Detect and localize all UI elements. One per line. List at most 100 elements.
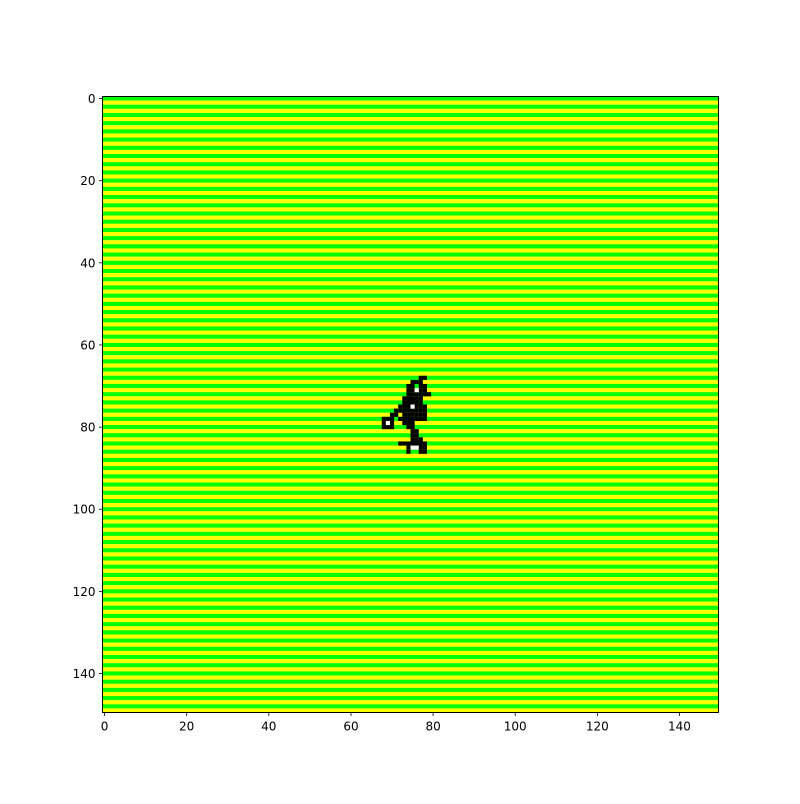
stripe-row bbox=[102, 289, 719, 294]
hole-cell bbox=[410, 445, 415, 450]
black-cell bbox=[402, 441, 407, 446]
stripe-row bbox=[102, 129, 719, 134]
x-tick-label: 140 bbox=[668, 720, 691, 734]
stripe-row bbox=[102, 523, 719, 528]
stripe-row bbox=[102, 581, 719, 586]
stripe-row bbox=[102, 572, 719, 578]
stripe-row bbox=[102, 318, 719, 323]
black-cell bbox=[406, 400, 411, 405]
black-cell bbox=[406, 441, 411, 446]
stripe-row bbox=[102, 248, 719, 253]
stripe-row bbox=[102, 227, 719, 233]
black-cell bbox=[414, 412, 419, 417]
black-cell bbox=[410, 379, 415, 385]
stripe-row bbox=[102, 564, 719, 569]
black-cell bbox=[381, 420, 386, 426]
stripe-row bbox=[102, 190, 719, 196]
stripe-row bbox=[102, 552, 719, 557]
stripe-row bbox=[102, 186, 719, 192]
hole-cell bbox=[385, 420, 391, 426]
black-cell bbox=[410, 429, 415, 434]
plot-frame bbox=[102, 96, 719, 713]
stripe-row bbox=[102, 461, 719, 467]
black-cell bbox=[410, 416, 415, 421]
black-cell bbox=[406, 445, 411, 450]
y-tick-label: 140 bbox=[73, 667, 96, 681]
stripe-row bbox=[102, 474, 719, 479]
stripe-row bbox=[102, 211, 719, 216]
stripe-row bbox=[102, 560, 719, 565]
black-cell bbox=[414, 400, 419, 405]
stripe-row bbox=[102, 133, 719, 138]
y-tick-label: 0 bbox=[88, 92, 96, 106]
black-cell bbox=[414, 404, 419, 409]
black-cell bbox=[389, 416, 395, 421]
black-cell bbox=[414, 408, 419, 413]
stripe-row bbox=[102, 100, 719, 105]
stripe-row bbox=[102, 268, 719, 274]
black-cell bbox=[385, 425, 391, 430]
black-cell bbox=[389, 425, 395, 430]
stripe-row bbox=[102, 576, 719, 582]
stripe-row bbox=[102, 490, 719, 495]
x-tick-label: 120 bbox=[586, 720, 609, 734]
stripe-row bbox=[102, 203, 719, 208]
stripe-row bbox=[102, 117, 719, 122]
black-cell bbox=[402, 416, 407, 421]
y-tick-label: 20 bbox=[80, 174, 95, 188]
stripe-row bbox=[102, 310, 719, 315]
stripe-row bbox=[102, 232, 719, 237]
stripe-row bbox=[102, 305, 719, 311]
stripe-row bbox=[102, 297, 719, 302]
stripe-row bbox=[102, 252, 719, 257]
black-cell bbox=[418, 400, 423, 405]
stripe-row bbox=[102, 293, 719, 298]
black-cell bbox=[410, 441, 415, 446]
stripe-row bbox=[102, 174, 719, 179]
black-cell bbox=[406, 396, 411, 401]
stripe-row bbox=[102, 646, 719, 651]
black-cell bbox=[418, 375, 423, 380]
stripe-row bbox=[102, 519, 719, 524]
black-cell bbox=[422, 412, 427, 417]
black-cell bbox=[414, 441, 419, 446]
stripe-row bbox=[102, 494, 719, 500]
black-cell bbox=[385, 416, 391, 421]
x-tick-label: 20 bbox=[179, 720, 194, 734]
black-cell bbox=[406, 412, 411, 417]
stripe-row bbox=[102, 527, 719, 532]
stripe-row bbox=[102, 679, 719, 684]
stripe-row bbox=[102, 540, 719, 545]
stripe-row bbox=[102, 638, 719, 643]
stripe-row bbox=[102, 498, 719, 504]
y-axis: 0 20 40 60 80 100 120 140 bbox=[73, 92, 103, 681]
black-cell bbox=[422, 408, 427, 413]
stripe-row bbox=[102, 207, 719, 212]
black-cell bbox=[422, 383, 427, 389]
stripe-row bbox=[102, 630, 719, 635]
black-cell bbox=[410, 400, 415, 405]
stripe-row bbox=[102, 704, 719, 709]
stripe-row bbox=[102, 162, 719, 167]
stripe-row bbox=[102, 375, 719, 380]
black-cell bbox=[422, 416, 427, 421]
black-cell bbox=[398, 408, 403, 413]
black-cell bbox=[418, 383, 423, 389]
black-cell bbox=[398, 416, 403, 421]
black-cell bbox=[422, 388, 427, 393]
stripe-row bbox=[102, 371, 719, 376]
black-cell bbox=[406, 425, 411, 430]
stripe-row bbox=[102, 314, 719, 319]
stripe-row bbox=[102, 285, 719, 290]
black-cell bbox=[418, 437, 423, 442]
stripe-row bbox=[102, 199, 719, 204]
stripe-row bbox=[102, 215, 719, 220]
stripe-row bbox=[102, 642, 719, 647]
black-cell bbox=[394, 408, 399, 413]
stripe-row bbox=[102, 671, 719, 676]
black-cell bbox=[389, 412, 395, 417]
stripe-row bbox=[102, 342, 719, 348]
stripe-row bbox=[102, 322, 719, 327]
black-cell bbox=[398, 441, 403, 446]
